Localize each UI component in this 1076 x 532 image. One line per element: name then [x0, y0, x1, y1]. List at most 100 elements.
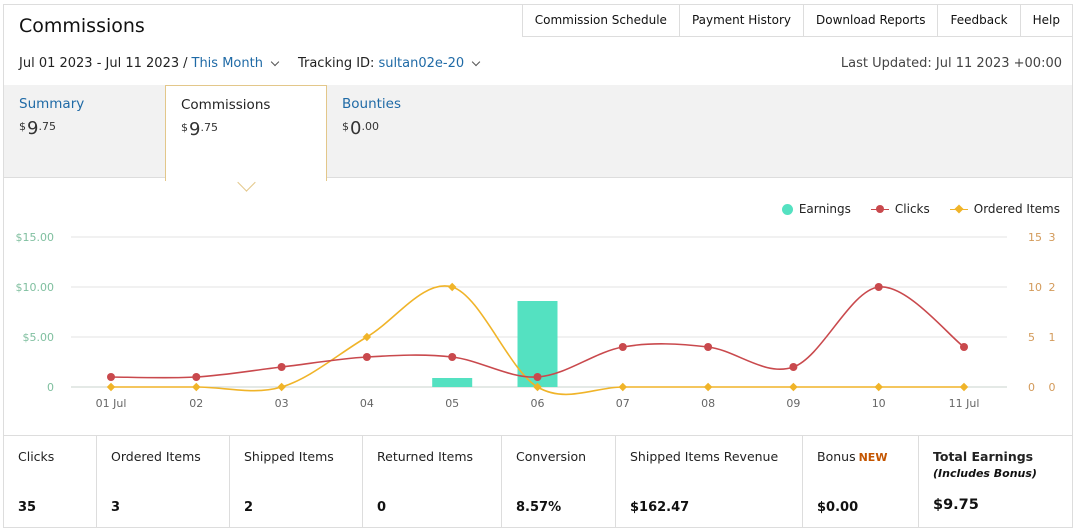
tab-summary-amount: $9.75	[19, 118, 149, 139]
help-button[interactable]: Help	[1019, 5, 1072, 37]
chart-legend: Earnings Clicks Ordered Items	[781, 202, 1060, 216]
stat-value: 3	[111, 500, 121, 515]
clicks-point	[277, 363, 286, 371]
tab-bounties-label: Bounties	[342, 96, 402, 112]
x-tick-label: 07	[616, 397, 630, 410]
legend-earnings[interactable]: Earnings	[781, 202, 851, 216]
stat-label: Shipped Items	[244, 449, 334, 464]
stat-value: $9.75	[933, 497, 979, 513]
tab-summary-label: Summary	[19, 96, 85, 112]
clicks-point	[192, 373, 201, 381]
y-right2-tick-label: 0	[1049, 381, 1056, 394]
tab-commissions-label: Commissions	[181, 97, 271, 113]
tab-commissions-amount: $9.75	[181, 119, 311, 140]
x-tick-label: 04	[360, 397, 374, 410]
date-range: Jul 01 2023 - Jul 11 2023	[19, 56, 180, 71]
payment-history-button[interactable]: Payment History	[678, 5, 803, 37]
last-updated: Last Updated: Jul 11 2023 +00:00	[840, 56, 1062, 71]
x-tick-label: 09	[786, 397, 800, 410]
ordered-items-point	[277, 382, 286, 392]
y-left-tick-label: $5.00	[23, 331, 55, 344]
ordered-items-point	[192, 382, 201, 392]
chevron-down-icon[interactable]	[270, 57, 280, 67]
clicks-point	[704, 343, 713, 351]
ordered-items-point	[789, 382, 798, 392]
currency-symbol: $	[342, 120, 349, 133]
y-right2-tick-label: 2	[1049, 281, 1056, 294]
tracking-label: Tracking ID:	[297, 56, 375, 71]
amount-whole: 9	[189, 119, 201, 140]
commission-schedule-button[interactable]: Commission Schedule	[521, 5, 679, 37]
clicks-point	[618, 343, 627, 351]
stat-sublabel: (Includes Bonus)	[933, 467, 1037, 480]
clicks-point	[448, 353, 457, 361]
clicks-point	[789, 363, 798, 371]
chevron-down-icon[interactable]	[471, 57, 481, 67]
stat-clicks: Clicks 35	[4, 436, 97, 528]
currency-symbol: $	[19, 120, 26, 133]
stat-value: $0.00	[817, 500, 859, 515]
x-tick-label: 02	[189, 397, 203, 410]
clicks-point	[533, 373, 542, 381]
stat-label: Clicks	[18, 449, 55, 464]
summary-band: Summary $9.75 Commissions $9.75 Bounties…	[4, 85, 1072, 181]
ordered-items-point	[959, 382, 969, 392]
stat-label: Ordered Items	[111, 449, 201, 464]
legend-clicks-label: Clicks	[894, 202, 930, 216]
clicks-line	[110, 286, 965, 379]
currency-symbol: $	[181, 121, 188, 134]
feedback-button[interactable]: Feedback	[937, 5, 1020, 37]
ordered-items-point	[618, 382, 628, 392]
ordered-items-point	[447, 282, 457, 292]
stat-value: $162.47	[630, 500, 690, 515]
amount-fraction: .75	[38, 120, 56, 133]
x-tick-label: 05	[445, 397, 459, 410]
y-right2-tick-label: 1	[1049, 331, 1056, 344]
amount-whole: 9	[27, 118, 39, 139]
ordered-items-line	[110, 285, 964, 396]
ordered-items-point	[533, 382, 542, 392]
tab-bounties[interactable]: Bounties $0.00	[327, 85, 487, 178]
stat-shipped-revenue: Shipped Items Revenue $162.47	[616, 436, 803, 528]
stat-value: 2	[244, 500, 254, 515]
stat-bonus: Bonus NEW $0.00	[803, 436, 919, 528]
commissions-panel: Commissions Commission Schedule Payment …	[3, 4, 1073, 528]
x-tick-label: 03	[275, 397, 289, 410]
x-tick-label: 11 Jul	[949, 397, 980, 410]
stat-value: 8.57%	[516, 500, 562, 515]
clicks-point	[362, 353, 371, 361]
filter-bar: Jul 01 2023 - Jul 11 2023 / This Month T…	[19, 56, 481, 71]
stat-returned-items: Returned Items 0	[363, 436, 502, 528]
x-tick-label: 10	[872, 397, 886, 410]
bonus-label: Bonus	[817, 449, 856, 464]
y-left-tick-label: 0	[47, 381, 54, 394]
y-right2-tick-label: 3	[1049, 231, 1056, 244]
y-right-tick-label: 15	[1028, 231, 1042, 244]
period-dropdown[interactable]: This Month	[191, 56, 263, 71]
earnings-bar	[517, 301, 558, 387]
tab-commissions[interactable]: Commissions $9.75	[165, 85, 327, 181]
stat-ordered-items: Ordered Items 3	[97, 436, 230, 528]
y-right-tick-label: 10	[1028, 281, 1042, 294]
ordered-items-point	[874, 382, 883, 392]
stat-conversion: Conversion 8.57%	[502, 436, 616, 528]
legend-ordered-items[interactable]: Ordered Items	[949, 202, 1060, 216]
stat-label: Bonus NEW	[817, 449, 904, 464]
stats-bar: Clicks 35 Ordered Items 3 Shipped Items …	[4, 435, 1072, 528]
top-nav: Commission Schedule Payment History Down…	[521, 5, 1072, 37]
y-left-tick-label: $15.00	[16, 231, 55, 244]
ordered-items-point	[362, 332, 372, 342]
download-reports-button[interactable]: Download Reports	[802, 5, 938, 37]
date-separator: /	[183, 56, 188, 71]
amount-fraction: .75	[200, 121, 218, 134]
tab-summary[interactable]: Summary $9.75	[4, 85, 164, 178]
earnings-bar	[432, 378, 473, 387]
stat-total-earnings: Total Earnings (Includes Bonus) $9.75	[919, 436, 1072, 528]
legend-earnings-label: Earnings	[798, 202, 851, 216]
legend-clicks[interactable]: Clicks	[870, 202, 930, 216]
tracking-id-dropdown[interactable]: sultan02e-20	[378, 56, 465, 71]
clicks-point	[874, 283, 883, 291]
new-badge: NEW	[858, 451, 888, 464]
amount-fraction: .00	[361, 120, 379, 133]
